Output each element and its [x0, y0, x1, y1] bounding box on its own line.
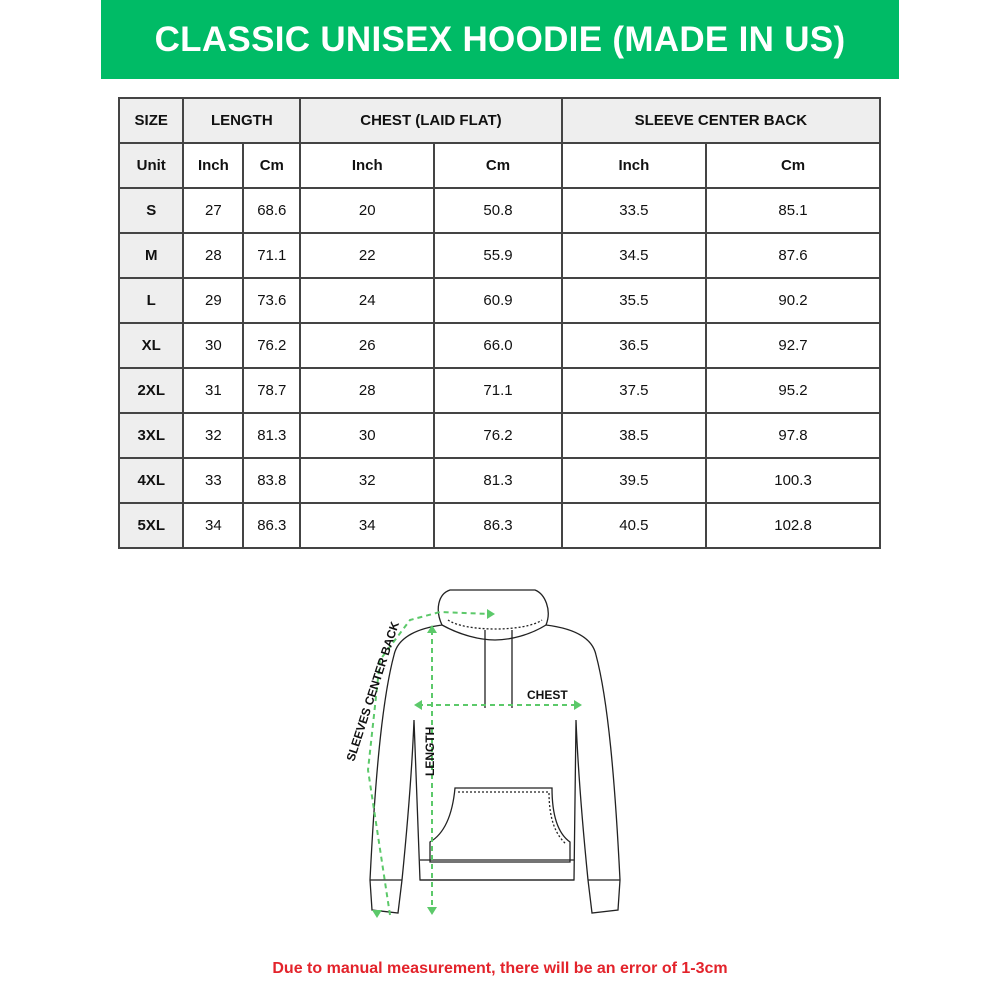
value-cell: 60.9 — [433, 277, 563, 324]
value-cell: 34 — [299, 502, 436, 549]
value-cell: 76.2 — [433, 412, 563, 459]
value-cell: 71.1 — [242, 232, 302, 279]
value-cell: 28 — [299, 367, 436, 414]
value-cell: 97.8 — [705, 412, 881, 459]
table-row: 5XL 34 86.3 34 86.3 40.5 102.8 — [117, 502, 881, 549]
value-cell: 28 — [182, 232, 245, 279]
size-cell: S — [117, 187, 185, 234]
arrow-head-icon — [372, 910, 382, 918]
value-cell: 71.1 — [433, 367, 563, 414]
value-cell: 30 — [299, 412, 436, 459]
value-cell: 22 — [299, 232, 436, 279]
unit-cell: Cm — [705, 142, 881, 189]
size-cell: XL — [117, 322, 185, 369]
arrow-head-icon — [414, 700, 422, 710]
hoodie-outline — [369, 589, 621, 914]
value-cell: 32 — [182, 412, 245, 459]
size-chart-table: SIZE LENGTH CHEST (LAID FLAT) SLEEVE CEN… — [117, 97, 882, 549]
value-cell: 34 — [182, 502, 245, 549]
chest-label: CHEST — [527, 688, 568, 702]
value-cell: 90.2 — [705, 277, 881, 324]
table-row: S 27 68.6 20 50.8 33.5 85.1 — [117, 187, 881, 234]
header-size: SIZE — [117, 97, 185, 144]
unit-cell: Inch — [560, 142, 708, 189]
value-cell: 27 — [182, 187, 245, 234]
unit-cell: Inch — [182, 142, 245, 189]
value-cell: 85.1 — [705, 187, 881, 234]
length-label: LENGTH — [423, 727, 437, 776]
measurement-note: Due to manual measurement, there will be… — [272, 960, 728, 977]
unit-cell: Inch — [299, 142, 436, 189]
size-cell: 3XL — [117, 412, 185, 459]
table-row: 2XL 31 78.7 28 71.1 37.5 95.2 — [117, 367, 881, 414]
header-row: SIZE LENGTH CHEST (LAID FLAT) SLEEVE CEN… — [117, 97, 882, 144]
header-sleeve: SLEEVE CENTER BACK — [560, 97, 882, 144]
unit-label: Unit — [117, 142, 185, 189]
value-cell: 20 — [299, 187, 436, 234]
value-cell: 73.6 — [242, 277, 302, 324]
value-cell: 55.9 — [433, 232, 563, 279]
size-cell: 2XL — [117, 367, 185, 414]
value-cell: 66.0 — [433, 322, 563, 369]
value-cell: 24 — [299, 277, 436, 324]
table-row: XL 30 76.2 26 66.0 36.5 92.7 — [117, 322, 881, 369]
title-banner: CLASSIC UNISEX HOODIE (MADE IN US) — [101, 0, 899, 79]
value-cell: 92.7 — [705, 322, 881, 369]
value-cell: 102.8 — [705, 502, 881, 549]
value-cell: 36.5 — [560, 322, 708, 369]
arrow-head-icon — [427, 907, 437, 915]
table-row: 4XL 33 83.8 32 81.3 39.5 100.3 — [117, 457, 881, 504]
value-cell: 32 — [299, 457, 436, 504]
size-cell: 5XL — [117, 502, 185, 549]
size-cell: M — [117, 232, 185, 279]
size-cell: 4XL — [117, 457, 185, 504]
value-cell: 40.5 — [560, 502, 708, 549]
value-cell: 29 — [182, 277, 245, 324]
value-cell: 95.2 — [705, 367, 881, 414]
sleeve-arrow — [366, 610, 491, 916]
value-cell: 100.3 — [705, 457, 881, 504]
arrow-head-icon — [427, 625, 437, 633]
arrow-head-icon — [487, 609, 495, 619]
table-row: M 28 71.1 22 55.9 34.5 87.6 — [117, 232, 881, 279]
unit-cell: Cm — [242, 142, 302, 189]
value-cell: 76.2 — [242, 322, 302, 369]
hoodie-diagram: CHEST LENGTH SLEEVES CENTER BACK — [344, 589, 621, 918]
header-length: LENGTH — [182, 97, 302, 144]
value-cell: 86.3 — [433, 502, 563, 549]
value-cell: 37.5 — [560, 367, 708, 414]
table-row: L 29 73.6 24 60.9 35.5 90.2 — [117, 277, 881, 324]
value-cell: 34.5 — [560, 232, 708, 279]
sleeve-label: SLEEVES CENTER BACK — [344, 619, 403, 763]
value-cell: 68.6 — [242, 187, 302, 234]
unit-cell: Cm — [433, 142, 563, 189]
value-cell: 83.8 — [242, 457, 302, 504]
value-cell: 81.3 — [242, 412, 302, 459]
value-cell: 50.8 — [433, 187, 563, 234]
value-cell: 86.3 — [242, 502, 302, 549]
value-cell: 30 — [182, 322, 245, 369]
value-cell: 81.3 — [433, 457, 563, 504]
size-cell: L — [117, 277, 185, 324]
value-cell: 39.5 — [560, 457, 708, 504]
value-cell: 33.5 — [560, 187, 708, 234]
arrow-head-icon — [574, 700, 582, 710]
page-title: CLASSIC UNISEX HOODIE (MADE IN US) — [154, 19, 846, 59]
header-chest: CHEST (LAID FLAT) — [299, 97, 563, 144]
value-cell: 87.6 — [705, 232, 881, 279]
unit-row: Unit Inch Cm Inch Cm Inch Cm — [117, 142, 881, 189]
value-cell: 26 — [299, 322, 436, 369]
value-cell: 78.7 — [242, 367, 302, 414]
value-cell: 35.5 — [560, 277, 708, 324]
value-cell: 38.5 — [560, 412, 708, 459]
table-row: 3XL 32 81.3 30 76.2 38.5 97.8 — [117, 412, 881, 459]
value-cell: 31 — [182, 367, 245, 414]
value-cell: 33 — [182, 457, 245, 504]
